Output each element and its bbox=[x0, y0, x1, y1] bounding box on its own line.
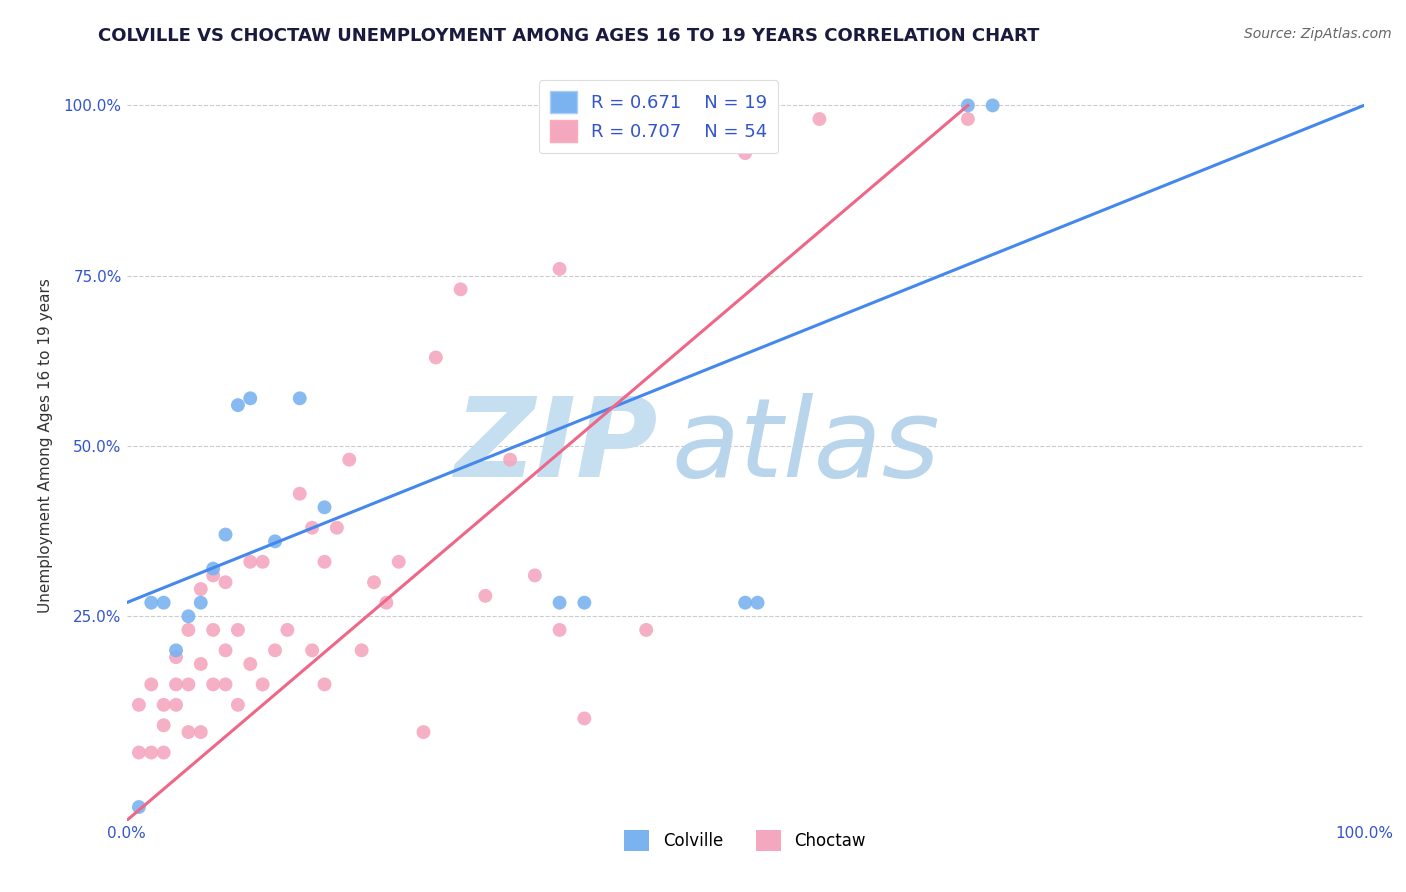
Point bbox=[412, 725, 434, 739]
Point bbox=[264, 643, 287, 657]
Point bbox=[190, 657, 212, 671]
Point bbox=[956, 98, 979, 112]
Point bbox=[548, 261, 571, 276]
Point bbox=[574, 711, 596, 725]
Point bbox=[548, 623, 571, 637]
Point bbox=[152, 698, 174, 712]
Point bbox=[141, 677, 163, 691]
Point bbox=[288, 486, 311, 500]
Point bbox=[499, 452, 522, 467]
Point bbox=[128, 746, 150, 760]
Text: Source: ZipAtlas.com: Source: ZipAtlas.com bbox=[1244, 27, 1392, 41]
Point bbox=[202, 568, 225, 582]
Point bbox=[177, 677, 200, 691]
Point bbox=[177, 725, 200, 739]
Point bbox=[165, 677, 187, 691]
Point bbox=[450, 282, 472, 296]
Point bbox=[190, 582, 212, 596]
Text: COLVILLE VS CHOCTAW UNEMPLOYMENT AMONG AGES 16 TO 19 YEARS CORRELATION CHART: COLVILLE VS CHOCTAW UNEMPLOYMENT AMONG A… bbox=[98, 27, 1040, 45]
Point bbox=[350, 643, 373, 657]
Point bbox=[226, 698, 249, 712]
Point bbox=[981, 98, 1004, 112]
Point bbox=[314, 677, 336, 691]
Point bbox=[747, 596, 769, 610]
Point bbox=[152, 718, 174, 732]
Point bbox=[226, 623, 249, 637]
Point bbox=[252, 555, 274, 569]
Point bbox=[523, 568, 546, 582]
Point bbox=[314, 500, 336, 515]
Point bbox=[214, 643, 236, 657]
Point bbox=[252, 677, 274, 691]
Point bbox=[734, 596, 756, 610]
Point bbox=[288, 392, 311, 406]
Point bbox=[202, 561, 225, 575]
Point bbox=[177, 609, 200, 624]
Text: atlas: atlas bbox=[671, 392, 939, 500]
Point bbox=[190, 596, 212, 610]
Point bbox=[337, 452, 360, 467]
Point bbox=[239, 392, 262, 406]
Point bbox=[202, 677, 225, 691]
Point bbox=[264, 534, 287, 549]
Point bbox=[214, 527, 236, 541]
Point bbox=[276, 623, 298, 637]
Point bbox=[388, 555, 411, 569]
Point bbox=[177, 623, 200, 637]
Point bbox=[326, 521, 349, 535]
Point bbox=[636, 623, 658, 637]
Point bbox=[165, 698, 187, 712]
Point bbox=[190, 725, 212, 739]
Point bbox=[128, 698, 150, 712]
Point bbox=[574, 596, 596, 610]
Point bbox=[128, 800, 150, 814]
Point bbox=[301, 643, 323, 657]
Point bbox=[239, 555, 262, 569]
Legend: Colville, Choctaw: Colville, Choctaw bbox=[617, 823, 873, 857]
Point bbox=[165, 643, 187, 657]
Point bbox=[214, 677, 236, 691]
Point bbox=[425, 351, 447, 365]
Point bbox=[314, 555, 336, 569]
Point bbox=[548, 596, 571, 610]
Point bbox=[165, 650, 187, 665]
Text: ZIP: ZIP bbox=[456, 392, 658, 500]
Point bbox=[956, 112, 979, 126]
Point bbox=[214, 575, 236, 590]
Point bbox=[734, 146, 756, 161]
Point bbox=[202, 623, 225, 637]
Point bbox=[152, 746, 174, 760]
Y-axis label: Unemployment Among Ages 16 to 19 years: Unemployment Among Ages 16 to 19 years bbox=[38, 278, 52, 614]
Point bbox=[808, 112, 831, 126]
Point bbox=[363, 575, 385, 590]
Point bbox=[141, 746, 163, 760]
Point bbox=[239, 657, 262, 671]
Point bbox=[375, 596, 398, 610]
Point bbox=[152, 596, 174, 610]
Point bbox=[301, 521, 323, 535]
Point bbox=[141, 596, 163, 610]
Point bbox=[226, 398, 249, 412]
Point bbox=[474, 589, 496, 603]
